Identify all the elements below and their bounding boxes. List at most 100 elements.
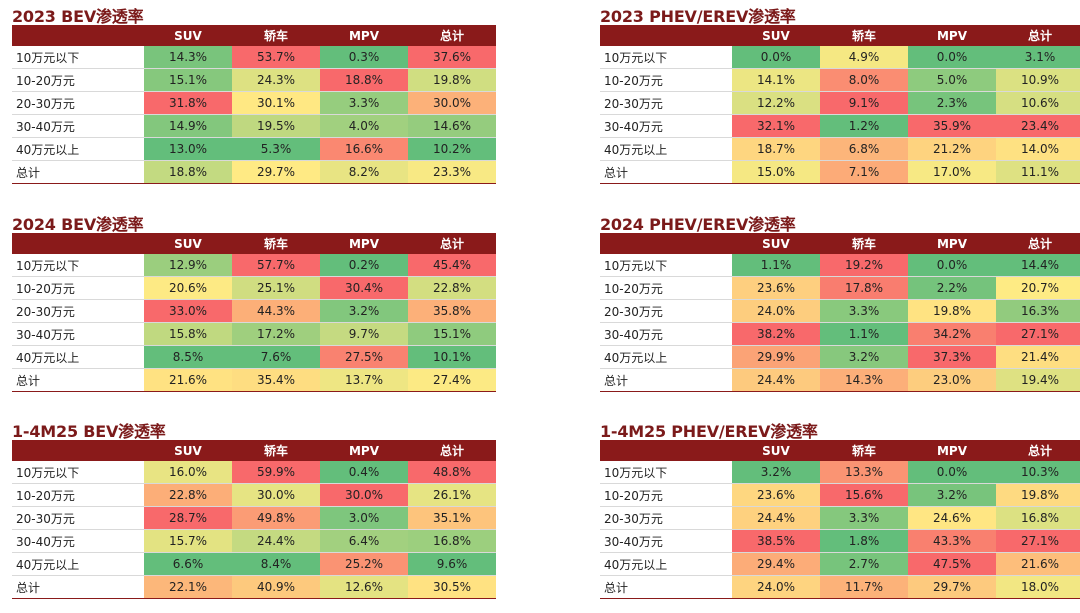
heatmap-cell: 40.9%: [232, 575, 320, 599]
heatmap-table: SUV 轿车 MPV 总计 10万元以下 0.0% 4.9% 0.0% 3.1% 10-20万元 1…: [600, 25, 1080, 184]
heatmap-cell: 10.9%: [996, 68, 1080, 92]
header-corner: [600, 440, 732, 461]
table-row: 总计 18.8% 29.7% 8.2% 23.3%: [12, 160, 496, 184]
table-row: 10-20万元 14.1% 8.0% 5.0% 10.9%: [600, 68, 1080, 92]
column-header: MPV: [320, 25, 408, 46]
heatmap-cell: 28.7%: [144, 506, 232, 530]
column-header: SUV: [732, 440, 820, 461]
heatmap-cell: 9.7%: [320, 322, 408, 346]
heatmap-cell: 35.4%: [232, 368, 320, 392]
table-row: 40万元以上 29.9% 3.2% 37.3% 21.4%: [600, 345, 1080, 369]
row-label: 10-20万元: [600, 276, 732, 300]
column-header: MPV: [320, 233, 408, 254]
heatmap-cell: 38.5%: [732, 529, 820, 553]
heatmap-cell: 30.0%: [408, 91, 496, 115]
column-header: 轿车: [820, 25, 908, 46]
heatmap-cell: 15.0%: [732, 160, 820, 184]
heatmap-cell: 24.4%: [232, 529, 320, 553]
row-label: 10-20万元: [600, 68, 732, 92]
heatmap-cell: 1.1%: [732, 254, 820, 277]
heatmap-cell: 37.3%: [908, 345, 996, 369]
row-label: 总计: [600, 160, 732, 184]
header-corner: [12, 25, 144, 46]
heatmap-cell: 13.3%: [820, 461, 908, 484]
heatmap-cell: 5.3%: [232, 137, 320, 161]
heatmap-cell: 10.1%: [408, 345, 496, 369]
heatmap-cell: 23.4%: [996, 114, 1080, 138]
heatmap-cell: 24.4%: [732, 368, 820, 392]
heatmap-cell: 6.6%: [144, 552, 232, 576]
column-header: 总计: [996, 440, 1080, 461]
row-label: 30-40万元: [600, 529, 732, 553]
heatmap-cell: 27.5%: [320, 345, 408, 369]
heatmap-cell: 10.3%: [996, 461, 1080, 484]
heatmap-cell: 14.0%: [996, 137, 1080, 161]
heatmap-cell: 26.1%: [408, 483, 496, 507]
heatmap-cell: 24.4%: [732, 506, 820, 530]
column-header: 总计: [408, 233, 496, 254]
table-row: 10-20万元 22.8% 30.0% 30.0% 26.1%: [12, 483, 496, 507]
heatmap-cell: 29.9%: [732, 345, 820, 369]
header-corner: [600, 233, 732, 254]
row-label: 10万元以下: [600, 254, 732, 277]
table-row: 总计 21.6% 35.4% 13.7% 27.4%: [12, 368, 496, 392]
chart-title: 2024 BEV渗透率: [12, 215, 144, 234]
heatmap-cell: 34.2%: [908, 322, 996, 346]
chart-title: 2023 PHEV/EREV渗透率: [600, 7, 796, 26]
heatmap-cell: 30.5%: [408, 575, 496, 599]
heatmap-cell: 24.3%: [232, 68, 320, 92]
heatmap-cell: 59.9%: [232, 461, 320, 484]
heatmap-cell: 18.0%: [996, 575, 1080, 599]
table-row: 40万元以上 18.7% 6.8% 21.2% 14.0%: [600, 137, 1080, 161]
row-label: 30-40万元: [12, 529, 144, 553]
heatmap-cell: 21.4%: [996, 345, 1080, 369]
table-row: 10-20万元 23.6% 17.8% 2.2% 20.7%: [600, 276, 1080, 300]
heatmap-cell: 3.3%: [320, 91, 408, 115]
heatmap-cell: 20.6%: [144, 276, 232, 300]
column-header: SUV: [732, 233, 820, 254]
heatmap-cell: 22.8%: [144, 483, 232, 507]
table-row: 40万元以上 29.4% 2.7% 47.5% 21.6%: [600, 552, 1080, 576]
heatmap-cell: 2.2%: [908, 276, 996, 300]
heatmap-cell: 19.4%: [996, 368, 1080, 392]
heatmap-cell: 7.6%: [232, 345, 320, 369]
heatmap-cell: 44.3%: [232, 299, 320, 323]
table-row: 40万元以上 6.6% 8.4% 25.2% 9.6%: [12, 552, 496, 576]
heatmap-cell: 23.0%: [908, 368, 996, 392]
heatmap-cell: 6.8%: [820, 137, 908, 161]
row-label: 10-20万元: [12, 276, 144, 300]
column-header: 轿车: [232, 440, 320, 461]
heatmap-cell: 16.8%: [408, 529, 496, 553]
heatmap-cell: 21.6%: [144, 368, 232, 392]
row-label: 20-30万元: [600, 506, 732, 530]
row-label: 30-40万元: [12, 322, 144, 346]
heatmap-cell: 20.7%: [996, 276, 1080, 300]
heatmap-cell: 29.7%: [908, 575, 996, 599]
row-label: 20-30万元: [12, 91, 144, 115]
heatmap-cell: 24.0%: [732, 299, 820, 323]
heatmap-cell: 43.3%: [908, 529, 996, 553]
heatmap-cell: 11.1%: [996, 160, 1080, 184]
heatmap-cell: 29.7%: [232, 160, 320, 184]
heatmap-table: SUV 轿车 MPV 总计 10万元以下 16.0% 59.9% 0.4% 48.8% 10-20…: [12, 440, 496, 599]
column-header: 总计: [408, 440, 496, 461]
column-header: MPV: [320, 440, 408, 461]
heatmap-cell: 3.2%: [732, 461, 820, 484]
chart-title: 1-4M25 BEV渗透率: [12, 422, 166, 441]
table-row: 10万元以下 3.2% 13.3% 0.0% 10.3%: [600, 461, 1080, 484]
heatmap-cell: 30.0%: [320, 483, 408, 507]
heatmap-cell: 0.0%: [908, 46, 996, 69]
heatmap-cell: 35.9%: [908, 114, 996, 138]
heatmap-cell: 2.7%: [820, 552, 908, 576]
heatmap-cell: 27.4%: [408, 368, 496, 392]
heatmap-cell: 4.0%: [320, 114, 408, 138]
heatmap-cell: 17.0%: [908, 160, 996, 184]
row-label: 20-30万元: [600, 299, 732, 323]
heatmap-cell: 16.8%: [996, 506, 1080, 530]
heatmap-cell: 37.6%: [408, 46, 496, 69]
table-row: 10-20万元 23.6% 15.6% 3.2% 19.8%: [600, 483, 1080, 507]
table-row: 总计 24.4% 14.3% 23.0% 19.4%: [600, 368, 1080, 392]
column-header: 轿车: [232, 233, 320, 254]
row-label: 10万元以下: [12, 254, 144, 277]
header-corner: [12, 440, 144, 461]
